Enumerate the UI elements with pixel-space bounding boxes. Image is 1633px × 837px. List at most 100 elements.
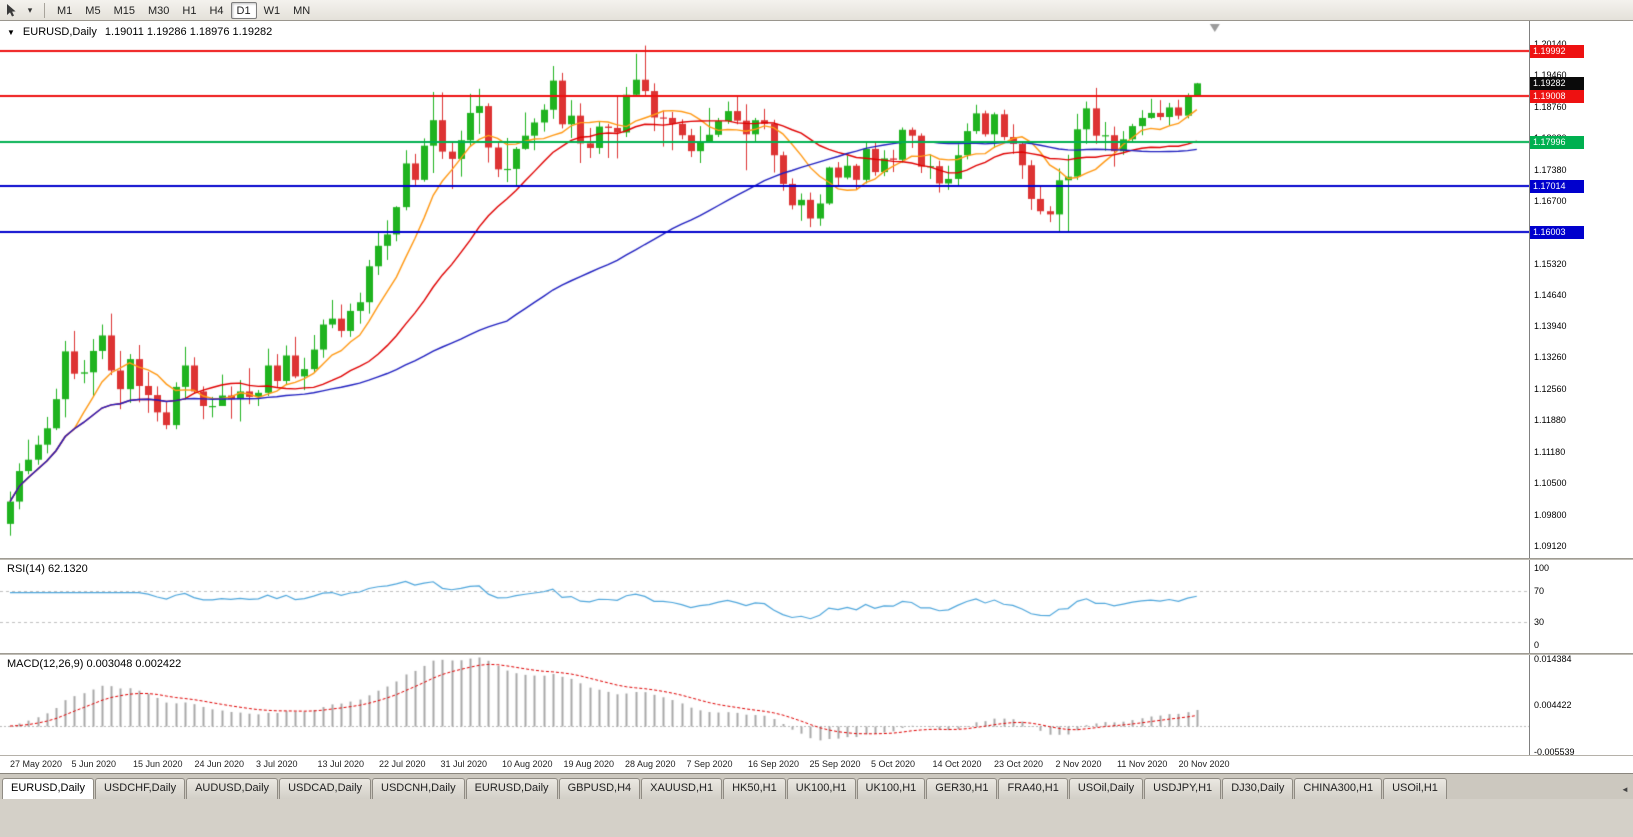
time-axis-label: 24 Jun 2020 [194, 759, 245, 769]
chart-symbol-period: EURUSD,Daily [22, 26, 97, 38]
macd-canvas[interactable] [0, 655, 1529, 755]
price-axis-tick: 1.09120 [1534, 540, 1567, 551]
price-chart-canvas[interactable] [0, 21, 1529, 558]
macd-axis-tick: 0.004422 [1534, 700, 1572, 711]
chart-tab-audusd-daily[interactable]: AUDUSD,Daily [186, 778, 279, 799]
rsi-canvas[interactable] [0, 560, 1529, 653]
price-axis-tick: 1.15320 [1534, 258, 1567, 269]
macd-panel[interactable]: MACD(12,26,9) 0.003048 0.002422 0.014384… [0, 653, 1633, 757]
timeframe-button-m1[interactable]: M1 [57, 4, 73, 17]
price-axis-tick: 1.10500 [1534, 477, 1567, 488]
chart-title: ▼ EURUSD,Daily 1.19011 1.19286 1.18976 1… [7, 26, 272, 38]
time-axis-label: 11 Nov 2020 [1117, 759, 1168, 769]
level-price-badge[interactable]: 1.19992 [1530, 44, 1584, 58]
chart-tab-hk50-h1[interactable]: HK50,H1 [723, 778, 786, 799]
price-axis: 1.201401.194601.187601.180801.173801.167… [1529, 21, 1633, 558]
price-axis-tick: 1.11880 [1534, 415, 1566, 426]
time-axis-label: 31 Jul 2020 [440, 759, 488, 769]
price-axis-tick: 1.13260 [1534, 352, 1567, 363]
chart-tab-china300-h1[interactable]: CHINA300,H1 [1294, 778, 1383, 799]
price-axis-tick: 1.13940 [1534, 321, 1567, 332]
time-axis-label: 5 Oct 2020 [871, 759, 916, 769]
time-axis-label: 25 Sep 2020 [809, 759, 861, 769]
time-axis-label: 23 Oct 2020 [994, 759, 1044, 769]
timeframe-button-h4[interactable]: H4 [209, 4, 224, 17]
chart-tab-ger30-h1[interactable]: GER30,H1 [926, 778, 998, 799]
chart-tab-eurusd-daily[interactable]: EURUSD,Daily [2, 778, 94, 799]
timeframe-button-m5[interactable]: M5 [85, 4, 101, 17]
time-axis-label: 20 Nov 2020 [1178, 759, 1230, 769]
price-axis-tick: 1.09800 [1534, 509, 1567, 520]
macd-axis-tick: -0.005539 [1534, 746, 1575, 757]
macd-axis-tick: 0.014384 [1534, 653, 1572, 664]
rsi-axis-tick: 100 [1534, 562, 1550, 573]
chart-tab-usdcad-daily[interactable]: USDCAD,Daily [279, 778, 372, 799]
time-axis-label: 15 Jun 2020 [133, 759, 183, 769]
timeframe-button-w1[interactable]: W1 [263, 4, 281, 17]
price-axis-tick: 1.19460 [1534, 70, 1567, 81]
current-price-badge: 1.19282 [1530, 77, 1584, 91]
timeframe-button-h1[interactable]: H1 [182, 4, 197, 17]
time-axis-label: 10 Aug 2020 [502, 759, 553, 769]
price-axis-tick: 1.20140 [1534, 39, 1567, 49]
chart-tab-fra40-h1[interactable]: FRA40,H1 [998, 778, 1068, 799]
toolbar-separator [44, 2, 45, 18]
timeframe-button-m30[interactable]: M30 [147, 4, 170, 17]
rsi-axis: 100 70 30 0 [1529, 560, 1633, 653]
chart-tab-usdchf-daily[interactable]: USDCHF,Daily [94, 778, 186, 799]
time-axis-label: 5 Jun 2020 [71, 759, 117, 769]
time-axis-label: 3 Jul 2020 [256, 759, 298, 769]
tabs-scroll-left-button[interactable]: ◄ [1621, 784, 1629, 794]
time-axis-label: 7 Sep 2020 [686, 759, 733, 769]
timeframe-buttons: M1 M5 M15 M30 H1 H4 D1 W1 MN [51, 1, 316, 19]
macd-axis: 0.014384 0.004422 -0.005539 [1529, 653, 1633, 757]
chart-tabs: EURUSD,Daily USDCHF,Daily AUDUSD,Daily USDC… [2, 776, 1617, 799]
level-price-badge[interactable]: 1.17014 [1530, 180, 1584, 194]
main-chart-panel[interactable]: ▼ EURUSD,Daily 1.19011 1.19286 1.18976 1… [0, 21, 1633, 558]
macd-label: MACD(12,26,9) 0.003048 0.002422 [7, 658, 182, 670]
chart-tab-uk100-h1[interactable]: UK100,H1 [856, 778, 926, 799]
rsi-label: RSI(14) 62.1320 [7, 563, 88, 575]
time-axis-label: 27 May 2020 [10, 759, 63, 769]
level-price-badge[interactable]: 1.16003 [1530, 226, 1584, 240]
time-axis-label: 14 Oct 2020 [932, 759, 982, 769]
price-axis-tick: 1.17380 [1534, 164, 1567, 175]
price-axis-tick: 1.11180 [1534, 446, 1566, 457]
timeframe-button-mn[interactable]: MN [293, 4, 311, 17]
time-axis-label: 13 Jul 2020 [317, 759, 365, 769]
chart-tab-uk100-h1[interactable]: UK100,H1 [786, 778, 856, 799]
price-axis-tick: 1.12560 [1534, 384, 1567, 395]
toolbar-dropdown-icon[interactable]: ▾ [27, 4, 33, 15]
chart-tab-dj30-daily[interactable]: DJ30,Daily [1222, 778, 1294, 799]
chart-tab-usdcnh-daily[interactable]: USDCNH,Daily [372, 778, 465, 799]
panel-separator[interactable] [0, 558, 1633, 560]
time-axis-label: 19 Aug 2020 [563, 759, 615, 769]
chart-tab-gbpusd-h4[interactable]: GBPUSD,H4 [558, 778, 641, 799]
chart-tab-eurusd-daily[interactable]: EURUSD,Daily [465, 778, 558, 799]
price-axis-tick: 1.16700 [1534, 195, 1567, 206]
rsi-axis-tick: 30 [1534, 617, 1545, 627]
chart-marker-icon: ▼ [7, 27, 15, 37]
rsi-axis-tick: 70 [1534, 586, 1545, 596]
timeframe-button-d1[interactable]: D1 [230, 1, 257, 19]
level-price-badge[interactable]: 1.17996 [1530, 135, 1584, 149]
timeframes-toolbar: ▾ M1 M5 M15 M30 H1 H4 D1 W1 MN [0, 0, 1633, 21]
level-price-badge[interactable]: 1.19008 [1530, 89, 1584, 103]
chart-tab-usdjpy-h1[interactable]: USDJPY,H1 [1144, 778, 1222, 799]
time-axis-label: 28 Aug 2020 [625, 759, 676, 769]
rsi-panel[interactable]: RSI(14) 62.1320 100 70 30 0 [0, 560, 1633, 653]
chart-tab-usoil-h1[interactable]: USOil,H1 [1383, 778, 1447, 799]
time-axis: 27 May 2020 5 Jun 2020 15 Jun 2020 24 Jun 2… [0, 755, 1633, 773]
price-axis-tick: 1.18760 [1534, 102, 1567, 112]
timeframe-button-m15[interactable]: M15 [113, 4, 135, 17]
time-axis-label: 2 Nov 2020 [1055, 759, 1102, 769]
panel-separator[interactable] [0, 653, 1633, 655]
chart-tab-usoil-daily[interactable]: USOil,Daily [1068, 778, 1144, 799]
cursor-tool-icon[interactable] [4, 2, 20, 18]
time-axis-label: 22 Jul 2020 [379, 759, 426, 769]
rsi-axis-tick: 0 [1534, 640, 1540, 651]
chart-tab-xauusd-h1[interactable]: XAUUSD,H1 [641, 778, 723, 799]
price-axis-tick: 1.14640 [1534, 289, 1567, 300]
chart-tabs-bar: EURUSD,Daily USDCHF,Daily AUDUSD,Daily USDC… [0, 773, 1633, 799]
